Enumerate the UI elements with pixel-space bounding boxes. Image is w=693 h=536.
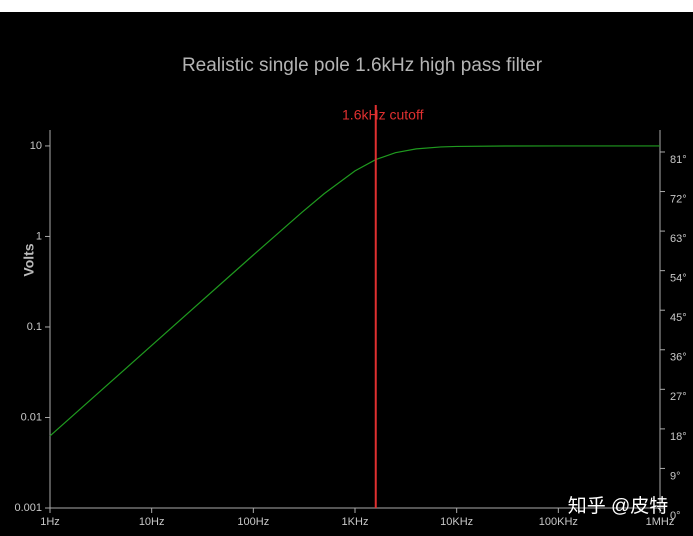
y-axis-label: Volts xyxy=(21,243,37,276)
series-line xyxy=(49,145,660,437)
y2-tick-label: 45° xyxy=(670,312,687,324)
x-tick-label: 1MHz xyxy=(646,516,675,528)
y2-tick-label: 0° xyxy=(670,510,681,522)
x-tick-label: 10KHz xyxy=(440,516,473,528)
background xyxy=(0,12,693,536)
chart-title: Realistic single pole 1.6kHz high pass f… xyxy=(182,55,543,76)
y-tick-label: 0.1 xyxy=(27,321,42,333)
y-tick-label: 10 xyxy=(30,140,42,152)
x-tick-label: 1Hz xyxy=(40,516,60,528)
x-tick-label: 1KHz xyxy=(342,516,369,528)
y2-tick-label: 72° xyxy=(670,193,687,205)
y2-tick-label: 9° xyxy=(670,470,681,482)
y-tick-label: 0.01 xyxy=(21,411,42,423)
x-tick-label: 10Hz xyxy=(139,516,165,528)
y2-tick-label: 54° xyxy=(670,273,687,285)
y2-tick-label: 18° xyxy=(670,431,687,443)
x-tick-label: 100Hz xyxy=(237,516,269,528)
y2-tick-label: 63° xyxy=(670,233,687,245)
y-tick-label: 0.001 xyxy=(14,502,42,514)
y2-tick-label: 36° xyxy=(670,352,687,364)
x-tick-label: 100KHz xyxy=(539,516,578,528)
watermark: 知乎 @皮特 xyxy=(568,495,669,517)
y2-tick-label: 81° xyxy=(670,154,687,166)
y2-tick-label: 27° xyxy=(670,391,687,403)
y-tick-label: 1 xyxy=(36,230,42,242)
cutoff-label: 1.6kHz cutoff xyxy=(342,107,424,123)
